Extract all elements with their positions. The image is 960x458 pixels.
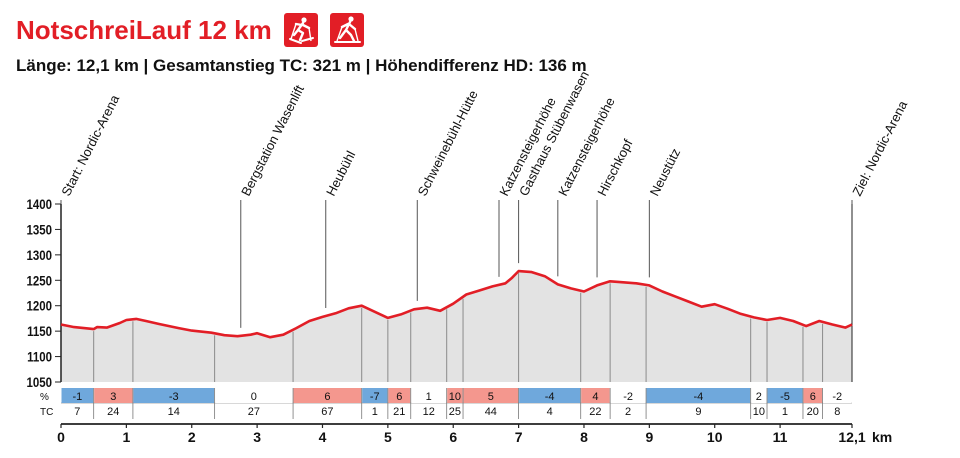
waypoint-label: Bergstation Wasenlift [238, 82, 307, 198]
y-tick-label: 1100 [27, 348, 52, 364]
grade-value: 0 [251, 391, 257, 403]
grade-cell [803, 388, 823, 403]
grade-cell [133, 388, 215, 403]
tc-value: 10 [753, 406, 765, 418]
grade-value: 1 [426, 391, 432, 403]
y-tick-label: 1250 [26, 272, 52, 288]
grade-value: 3 [110, 391, 116, 403]
tc-value: 1 [372, 406, 378, 418]
grade-value: -7 [370, 391, 380, 403]
x-axis-unit-label: km [872, 429, 892, 445]
x-tick-label: 10 [707, 429, 723, 445]
grade-cell [751, 388, 767, 403]
tc-value: 22 [589, 406, 601, 418]
tc-value: 27 [248, 406, 260, 418]
grade-cell [767, 388, 803, 403]
x-tick-label: 6 [449, 429, 457, 445]
tc-value: 14 [168, 406, 180, 418]
chart-subtitle: Länge: 12,1 km | Gesamtanstieg TC: 321 m… [16, 56, 587, 75]
x-tick-label: 7 [515, 429, 523, 445]
classic-skier-icon [329, 13, 364, 47]
tc-value: 9 [695, 406, 701, 418]
skating-skier-icon [283, 13, 318, 47]
waypoint-label: Ziel: Nordic-Arena [849, 98, 910, 199]
grade-value: -5 [780, 391, 790, 403]
waypoint-label: Start: Nordic-Arena [58, 92, 122, 199]
grade-value: 6 [324, 391, 330, 403]
x-tick-label: 12,1 [838, 429, 865, 445]
grade-value: 2 [756, 391, 762, 403]
waypoint-label: Neustütz [647, 146, 684, 199]
grade-cell [362, 388, 388, 403]
tc-value: 7 [74, 406, 80, 418]
waypoint-label: Schweinebühl-Hütte [415, 88, 481, 198]
grade-cell [463, 388, 519, 403]
grade-cell [94, 388, 133, 403]
y-tick-label: 1150 [27, 323, 52, 339]
grade-cell [581, 388, 610, 403]
waypoint-label: Heubühl [323, 148, 358, 198]
grade-value: -4 [545, 391, 555, 403]
y-tick-label: 1200 [26, 298, 52, 314]
grade-cell [823, 388, 852, 403]
x-tick-label: 2 [188, 429, 196, 445]
y-tick-label: 1350 [26, 221, 52, 237]
grade-cell [411, 388, 447, 403]
grade-cell [447, 388, 463, 403]
grade-cell [215, 388, 293, 403]
y-tick-label: 1050 [26, 374, 52, 390]
waypoint-label: Hirschkopf [594, 136, 635, 198]
grade-cell [61, 388, 94, 403]
tc-value: 1 [782, 406, 788, 418]
grade-value: -2 [623, 391, 633, 403]
grade-value: 10 [449, 391, 461, 403]
chart-title: NotschreiLauf 12 km [16, 14, 272, 45]
grade-value: -3 [169, 391, 179, 403]
tc-value: 4 [547, 406, 553, 418]
grade-cell [519, 388, 581, 403]
grade-value: -4 [693, 391, 703, 403]
grade-value: 6 [396, 391, 402, 403]
grade-cell [388, 388, 411, 403]
title-row: NotschreiLauf 12 km [16, 10, 364, 50]
tc-value: 21 [393, 406, 405, 418]
tc-value: 8 [834, 406, 840, 418]
tc-value: 2 [625, 406, 631, 418]
x-tick-label: 11 [773, 429, 788, 445]
x-tick-label: 1 [122, 429, 130, 445]
x-tick-label: 5 [384, 429, 392, 445]
grade-cell [646, 388, 751, 403]
tc-value: 25 [449, 406, 461, 418]
x-tick-label: 8 [580, 429, 588, 445]
grade-value: -1 [72, 391, 82, 403]
profile-area [61, 271, 852, 382]
x-tick-label: 9 [645, 429, 653, 445]
y-tick-label: 1300 [26, 247, 52, 263]
tc-value: 12 [423, 406, 435, 418]
tc-row-label: TC [40, 407, 53, 418]
grade-value: -2 [832, 391, 842, 403]
grade-value: 5 [488, 391, 494, 403]
grade-value: 6 [810, 391, 816, 403]
tc-value: 44 [485, 406, 497, 418]
grade-cell [610, 388, 646, 403]
profile-line [60, 269, 853, 339]
grade-cell [293, 388, 362, 403]
pct-row-label: % [40, 392, 49, 403]
y-tick-label: 1400 [26, 196, 52, 212]
x-tick-label: 0 [57, 429, 65, 445]
tc-value: 20 [807, 406, 819, 418]
tc-value: 67 [321, 406, 333, 418]
grade-value: 4 [592, 391, 598, 403]
x-tick-label: 4 [319, 429, 327, 445]
tc-value: 24 [107, 406, 119, 418]
x-tick-label: 3 [253, 429, 261, 445]
